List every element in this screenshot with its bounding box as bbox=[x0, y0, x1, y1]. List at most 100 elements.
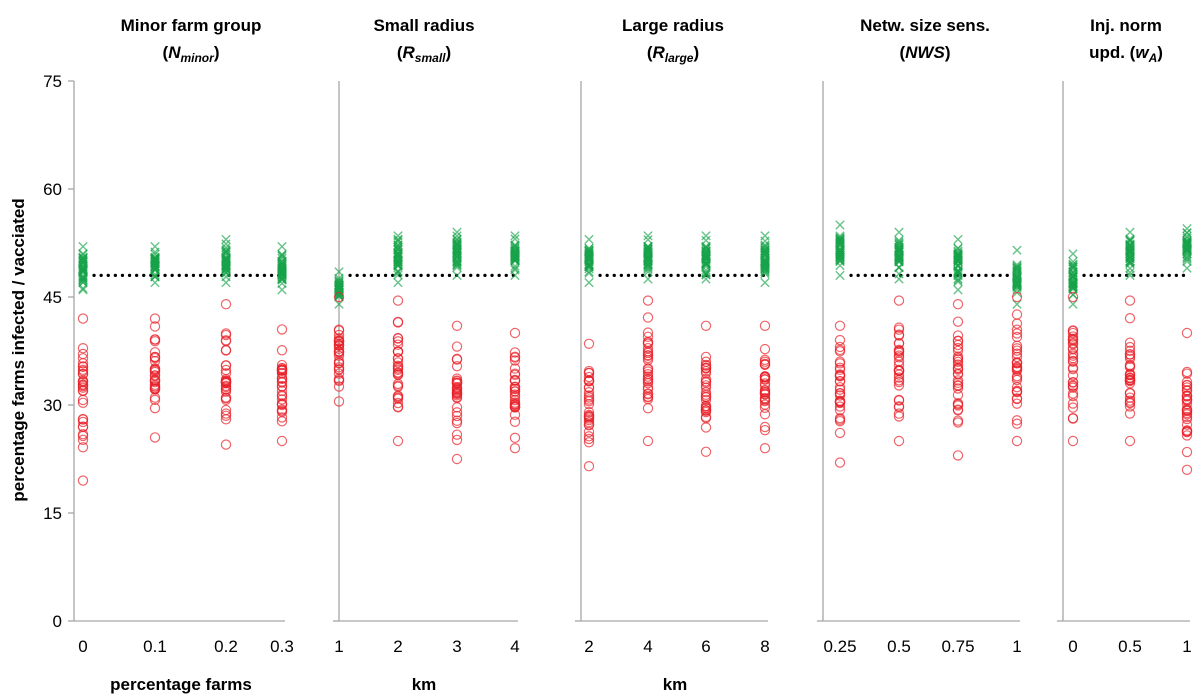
vaccinated-point bbox=[643, 263, 653, 273]
infected-point bbox=[1181, 411, 1193, 423]
infected-point bbox=[1011, 348, 1023, 359]
infected-point bbox=[583, 433, 595, 445]
infected-point bbox=[276, 345, 288, 356]
infected-point bbox=[893, 375, 905, 386]
infected-point bbox=[952, 299, 964, 310]
infected-point bbox=[1011, 291, 1023, 303]
vaccinated-point bbox=[1125, 257, 1135, 267]
infected-point bbox=[451, 392, 463, 404]
infected-point bbox=[759, 320, 771, 331]
vaccinated-point bbox=[1068, 264, 1078, 274]
vaccinated-point bbox=[953, 246, 963, 256]
infected-point bbox=[77, 397, 89, 408]
infected-point bbox=[583, 382, 595, 393]
vaccinated-point bbox=[221, 256, 231, 266]
vaccinated-point bbox=[584, 277, 594, 288]
vaccinated-point bbox=[1068, 262, 1078, 272]
infected-point bbox=[220, 410, 232, 422]
vaccinated-point bbox=[334, 283, 344, 294]
infected-point bbox=[952, 353, 964, 364]
vaccinated-point bbox=[334, 276, 344, 286]
infected-point bbox=[1124, 374, 1136, 385]
vaccinated-point bbox=[1182, 231, 1192, 241]
infected-point bbox=[834, 346, 846, 357]
vaccinated-point bbox=[894, 235, 904, 246]
infected-point bbox=[392, 332, 404, 344]
infected-point bbox=[1124, 295, 1136, 306]
infected-point bbox=[509, 383, 521, 394]
infected-point bbox=[1011, 393, 1023, 404]
infected-point bbox=[893, 295, 905, 306]
infected-point bbox=[583, 419, 595, 430]
infected-point bbox=[276, 381, 288, 392]
vaccinated-point bbox=[452, 244, 462, 254]
infected-point bbox=[952, 330, 964, 341]
panel-title: Netw. size sens. bbox=[860, 16, 990, 35]
infected-point bbox=[1124, 337, 1136, 348]
infected-point bbox=[583, 375, 595, 386]
vaccinated-point bbox=[221, 254, 231, 265]
infected-point bbox=[700, 412, 712, 424]
vaccinated-point bbox=[1012, 271, 1022, 282]
vaccinated-point bbox=[78, 259, 88, 270]
infected-point bbox=[220, 364, 232, 376]
vaccinated-point bbox=[221, 234, 231, 245]
infected-point bbox=[276, 359, 288, 371]
infected-point bbox=[77, 394, 89, 406]
vaccinated-point bbox=[1125, 227, 1135, 237]
infected-point bbox=[759, 354, 771, 366]
infected-point bbox=[1067, 382, 1079, 393]
infected-point bbox=[952, 342, 964, 354]
vaccinated-point bbox=[452, 260, 462, 271]
infected-point bbox=[700, 402, 712, 413]
vaccinated-point bbox=[1068, 249, 1078, 259]
infected-point bbox=[893, 359, 905, 371]
infected-point bbox=[952, 316, 964, 327]
y-axis-label: percentage farms infected / vacciated bbox=[9, 198, 28, 501]
infected-point bbox=[451, 386, 463, 397]
infected-point bbox=[1011, 418, 1023, 429]
x-tick-label: 2 bbox=[393, 637, 402, 656]
infected-point bbox=[509, 394, 521, 406]
infected-point bbox=[893, 408, 905, 419]
infected-point bbox=[759, 359, 771, 370]
infected-point bbox=[642, 391, 654, 402]
infected-point bbox=[1067, 390, 1079, 402]
infected-point bbox=[759, 371, 771, 383]
vaccinated-point bbox=[584, 261, 594, 272]
infected-point bbox=[77, 343, 89, 354]
infected-point bbox=[642, 312, 654, 323]
infected-point bbox=[759, 389, 771, 400]
vaccinated-point bbox=[1012, 281, 1022, 291]
x-tick-label: 0.3 bbox=[270, 637, 294, 656]
vaccinated-point bbox=[953, 250, 963, 260]
infected-point bbox=[1067, 352, 1079, 364]
infected-point bbox=[834, 356, 846, 367]
infected-point bbox=[1011, 364, 1023, 375]
infected-point bbox=[509, 432, 521, 444]
x-tick-label: 1 bbox=[334, 637, 343, 656]
infected-point bbox=[392, 402, 404, 413]
infected-point bbox=[276, 394, 288, 405]
infected-point bbox=[333, 373, 345, 385]
infected-point bbox=[583, 406, 595, 418]
infected-point bbox=[642, 337, 654, 348]
infected-point bbox=[392, 397, 404, 409]
infected-point bbox=[700, 359, 712, 371]
infected-point bbox=[509, 355, 521, 366]
vaccinated-point bbox=[221, 264, 231, 275]
infected-point bbox=[759, 343, 771, 355]
infected-point bbox=[1124, 345, 1136, 357]
vaccinated-point bbox=[393, 270, 403, 280]
vaccinated-point bbox=[1125, 239, 1135, 249]
infected-point bbox=[834, 364, 846, 375]
panel-title: Inj. norm bbox=[1090, 16, 1162, 35]
infected-point bbox=[77, 361, 89, 372]
vaccinated-point bbox=[835, 260, 845, 271]
infected-point bbox=[276, 391, 288, 402]
vaccinated-point bbox=[1068, 282, 1078, 292]
infected-point bbox=[1124, 349, 1136, 360]
vaccinated-point bbox=[393, 267, 403, 278]
infected-point bbox=[642, 364, 654, 375]
infected-point bbox=[149, 363, 161, 374]
